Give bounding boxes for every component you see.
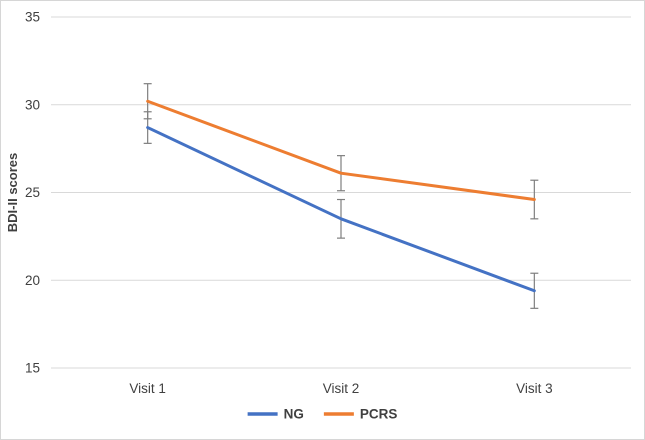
- x-tick-label: Visit 3: [516, 381, 553, 396]
- y-axis-tick-labels: 15 20 25 30 35: [25, 10, 40, 376]
- series-line-ng: [146, 126, 536, 293]
- legend-label-pcrs: PCRS: [360, 407, 398, 422]
- x-tick-label: Visit 2: [323, 381, 360, 396]
- legend: NG PCRS: [247, 407, 398, 422]
- y-tick-label: 35: [25, 10, 40, 25]
- y-tick-label: 25: [25, 185, 40, 200]
- y-tick-label: 20: [25, 273, 40, 288]
- legend-label-ng: NG: [284, 407, 304, 422]
- x-axis-tick-labels: Visit 1 Visit 2 Visit 3: [129, 381, 552, 396]
- x-tick-label: Visit 1: [129, 381, 166, 396]
- y-axis-title: BDI-II scores: [5, 153, 20, 232]
- y-tick-label: 15: [25, 361, 40, 376]
- gridlines: [51, 16, 631, 369]
- error-bars: [143, 83, 539, 309]
- series-line-pcrs: [146, 99, 536, 202]
- y-tick-label: 30: [25, 97, 40, 112]
